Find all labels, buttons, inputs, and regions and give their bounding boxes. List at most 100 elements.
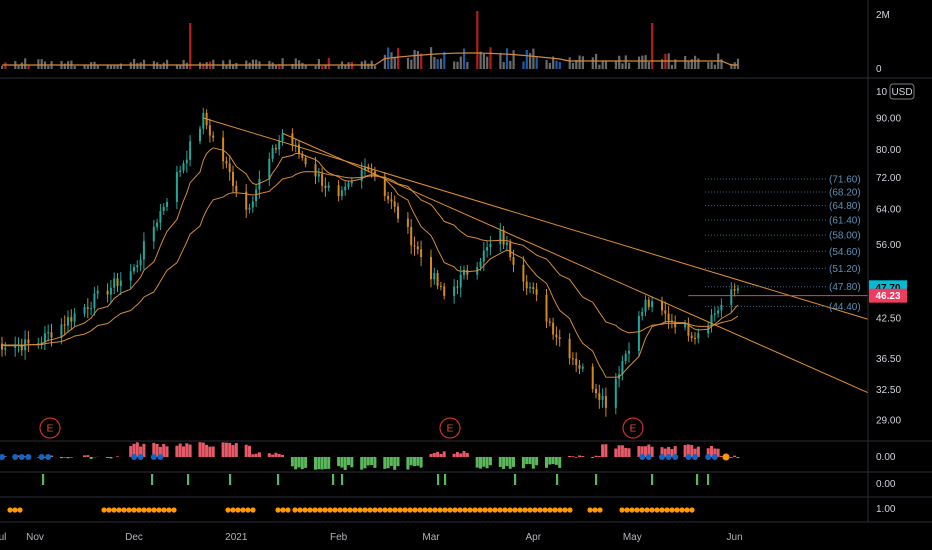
candle-body <box>730 289 733 305</box>
candle-body <box>304 157 307 165</box>
candle-body <box>413 245 416 247</box>
status-dot <box>552 507 558 513</box>
candle-body <box>185 159 188 164</box>
candle-body <box>664 310 667 314</box>
signal-tick <box>187 474 190 485</box>
histogram-bar <box>719 456 723 457</box>
histogram-bar <box>455 451 459 457</box>
price-pane <box>1 107 739 417</box>
volume-bar <box>509 60 512 69</box>
histogram-bar <box>86 455 90 457</box>
squeeze-dot <box>711 454 718 460</box>
volume-bar <box>713 64 716 69</box>
histogram-bar <box>393 457 397 470</box>
volume-bar <box>710 61 713 69</box>
status-dot <box>402 507 408 513</box>
candle-body <box>505 242 508 245</box>
candle-body <box>298 144 300 154</box>
status-dot <box>285 507 291 513</box>
volume-bar <box>63 63 66 69</box>
histogram-bar <box>3 456 7 457</box>
volume-bar <box>499 52 502 69</box>
candle-body <box>327 185 330 188</box>
histogram-bar <box>251 454 255 457</box>
histogram-bar <box>419 457 423 468</box>
volume-bar <box>529 53 532 69</box>
histogram-bar <box>686 444 690 457</box>
histogram-bar <box>475 457 479 468</box>
histogram-bar <box>139 446 143 457</box>
histogram-bar <box>624 447 628 457</box>
candle-body <box>552 322 555 335</box>
signal-tick <box>556 474 559 485</box>
histogram-bar <box>281 454 284 457</box>
histogram-bar <box>50 455 53 457</box>
histogram-bar <box>670 448 674 457</box>
histogram-bar <box>340 457 344 468</box>
candle-body <box>433 273 436 280</box>
candle-body <box>271 147 274 159</box>
volume-bar <box>24 58 27 69</box>
squeeze-dot <box>722 453 730 461</box>
volume-bar <box>324 64 327 69</box>
volume-bar <box>545 60 548 69</box>
candle-body <box>621 361 624 375</box>
histogram-bar <box>63 457 67 458</box>
status-dot <box>312 507 318 513</box>
candle-body <box>687 322 690 336</box>
candle-body <box>545 294 548 322</box>
histogram-bar <box>465 452 469 457</box>
volume-bar <box>720 59 723 69</box>
status-dot <box>101 507 107 513</box>
volume-bar <box>598 64 601 69</box>
status-dot <box>347 507 353 513</box>
squeeze-dot <box>705 454 712 460</box>
candle-body <box>152 226 155 242</box>
volume-bar <box>420 53 423 69</box>
volume-bar <box>136 63 139 69</box>
volume-bar <box>1 65 4 69</box>
volume-bar <box>47 65 50 69</box>
ma-long-line <box>1 171 739 346</box>
candle-body <box>667 313 670 321</box>
candle-body <box>93 293 96 309</box>
candle-body <box>202 112 205 129</box>
status-dot <box>171 507 177 513</box>
status-dot <box>121 507 127 513</box>
status-dot <box>146 507 152 513</box>
volume-bar <box>436 59 439 69</box>
candle-body <box>278 140 281 150</box>
candle-body <box>697 333 700 339</box>
histogram-bar <box>601 444 605 457</box>
histogram-bar <box>482 457 486 467</box>
squeeze-dot <box>685 454 692 460</box>
candle-body <box>337 185 340 196</box>
volume-bar <box>505 48 509 69</box>
status-dot <box>664 507 670 513</box>
volume-bar <box>525 49 528 69</box>
volume-bar <box>294 58 297 69</box>
status-dot <box>342 507 348 513</box>
histogram-bar <box>535 457 539 466</box>
earnings-marker-icon <box>622 417 644 439</box>
volume-bar <box>644 55 647 69</box>
signal-tick <box>595 474 598 485</box>
candle-body <box>647 299 650 308</box>
histogram-bar <box>690 444 694 457</box>
histogram-bar <box>502 457 506 469</box>
fib-level-label: (61.40) <box>829 215 861 226</box>
status-dot <box>527 507 533 513</box>
status-dot <box>317 507 323 513</box>
volume-pane <box>1 11 740 69</box>
candle-body <box>40 342 43 344</box>
volume-bar <box>40 59 43 69</box>
candle-body <box>251 201 254 208</box>
candle-body <box>644 299 647 312</box>
histogram-bar <box>198 442 202 457</box>
histogram-bar <box>558 457 562 468</box>
candle-body <box>20 344 23 351</box>
fib-level-label: (68.20) <box>829 187 861 198</box>
histogram-bar <box>83 455 86 457</box>
volume-bar <box>730 63 733 69</box>
